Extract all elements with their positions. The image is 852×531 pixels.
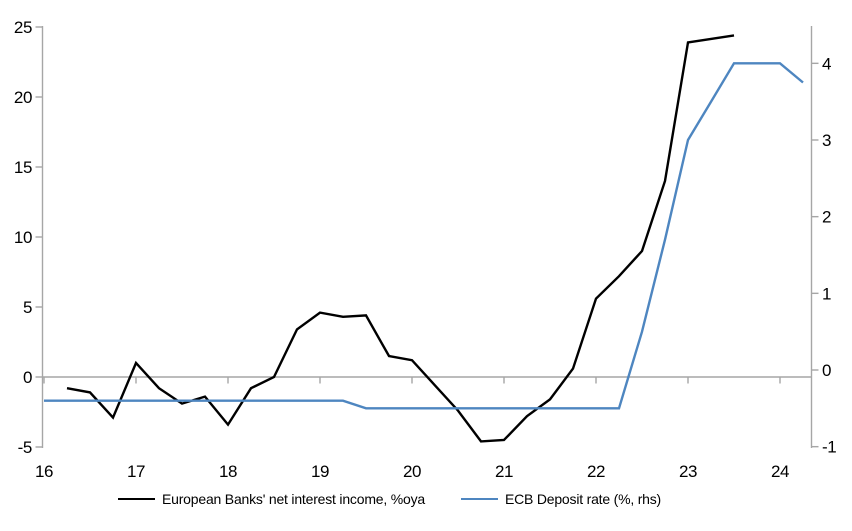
legend: European Banks' net interest income, %oy… [118,491,661,507]
legend-item-ecb-deposit-rate: ECB Deposit rate (%, rhs) [460,491,662,507]
x-axis-tick-label: 16 [35,462,53,481]
right-axis-tick-label: 2 [822,208,831,227]
right-axis-tick-label: 1 [822,284,831,303]
left-axis-tick-label: 20 [14,88,32,107]
series-line-net-interest-income [66,34,735,443]
x-axis-tick-label: 19 [311,462,329,481]
left-axis-tick-label: 25 [14,18,32,37]
legend-item-net-interest-income: European Banks' net interest income, %oy… [118,491,425,507]
x-axis-tick-label: 22 [587,462,605,481]
legend-line-sample-black [118,497,155,501]
left-axis-tick-label: 0 [23,368,32,387]
x-axis-tick-label: 24 [771,462,789,481]
left-axis-tick-label: -5 [18,438,32,457]
left-axis-tick-label: 10 [14,228,32,247]
right-axis-tick-label: 0 [822,361,831,380]
series-line-ecb-deposit-rate [44,62,804,410]
right-axis-tick-label: 4 [822,54,831,73]
x-axis-tick-label: 21 [495,462,513,481]
left-axis-tick-label: 15 [14,158,32,177]
x-axis-tick-label: 17 [127,462,145,481]
legend-label-net-interest-income: European Banks' net interest income, %oy… [162,491,425,507]
legend-label-ecb-deposit-rate: ECB Deposit rate (%, rhs) [504,491,662,507]
x-axis-tick-label: 18 [219,462,237,481]
x-axis-tick-label: 20 [403,462,421,481]
x-axis-tick-label: 23 [679,462,697,481]
right-axis-tick-label: -1 [822,438,836,457]
right-axis-tick-label: 3 [822,131,831,150]
left-axis-tick-label: 5 [23,298,32,317]
legend-line-sample-blue [460,497,498,501]
